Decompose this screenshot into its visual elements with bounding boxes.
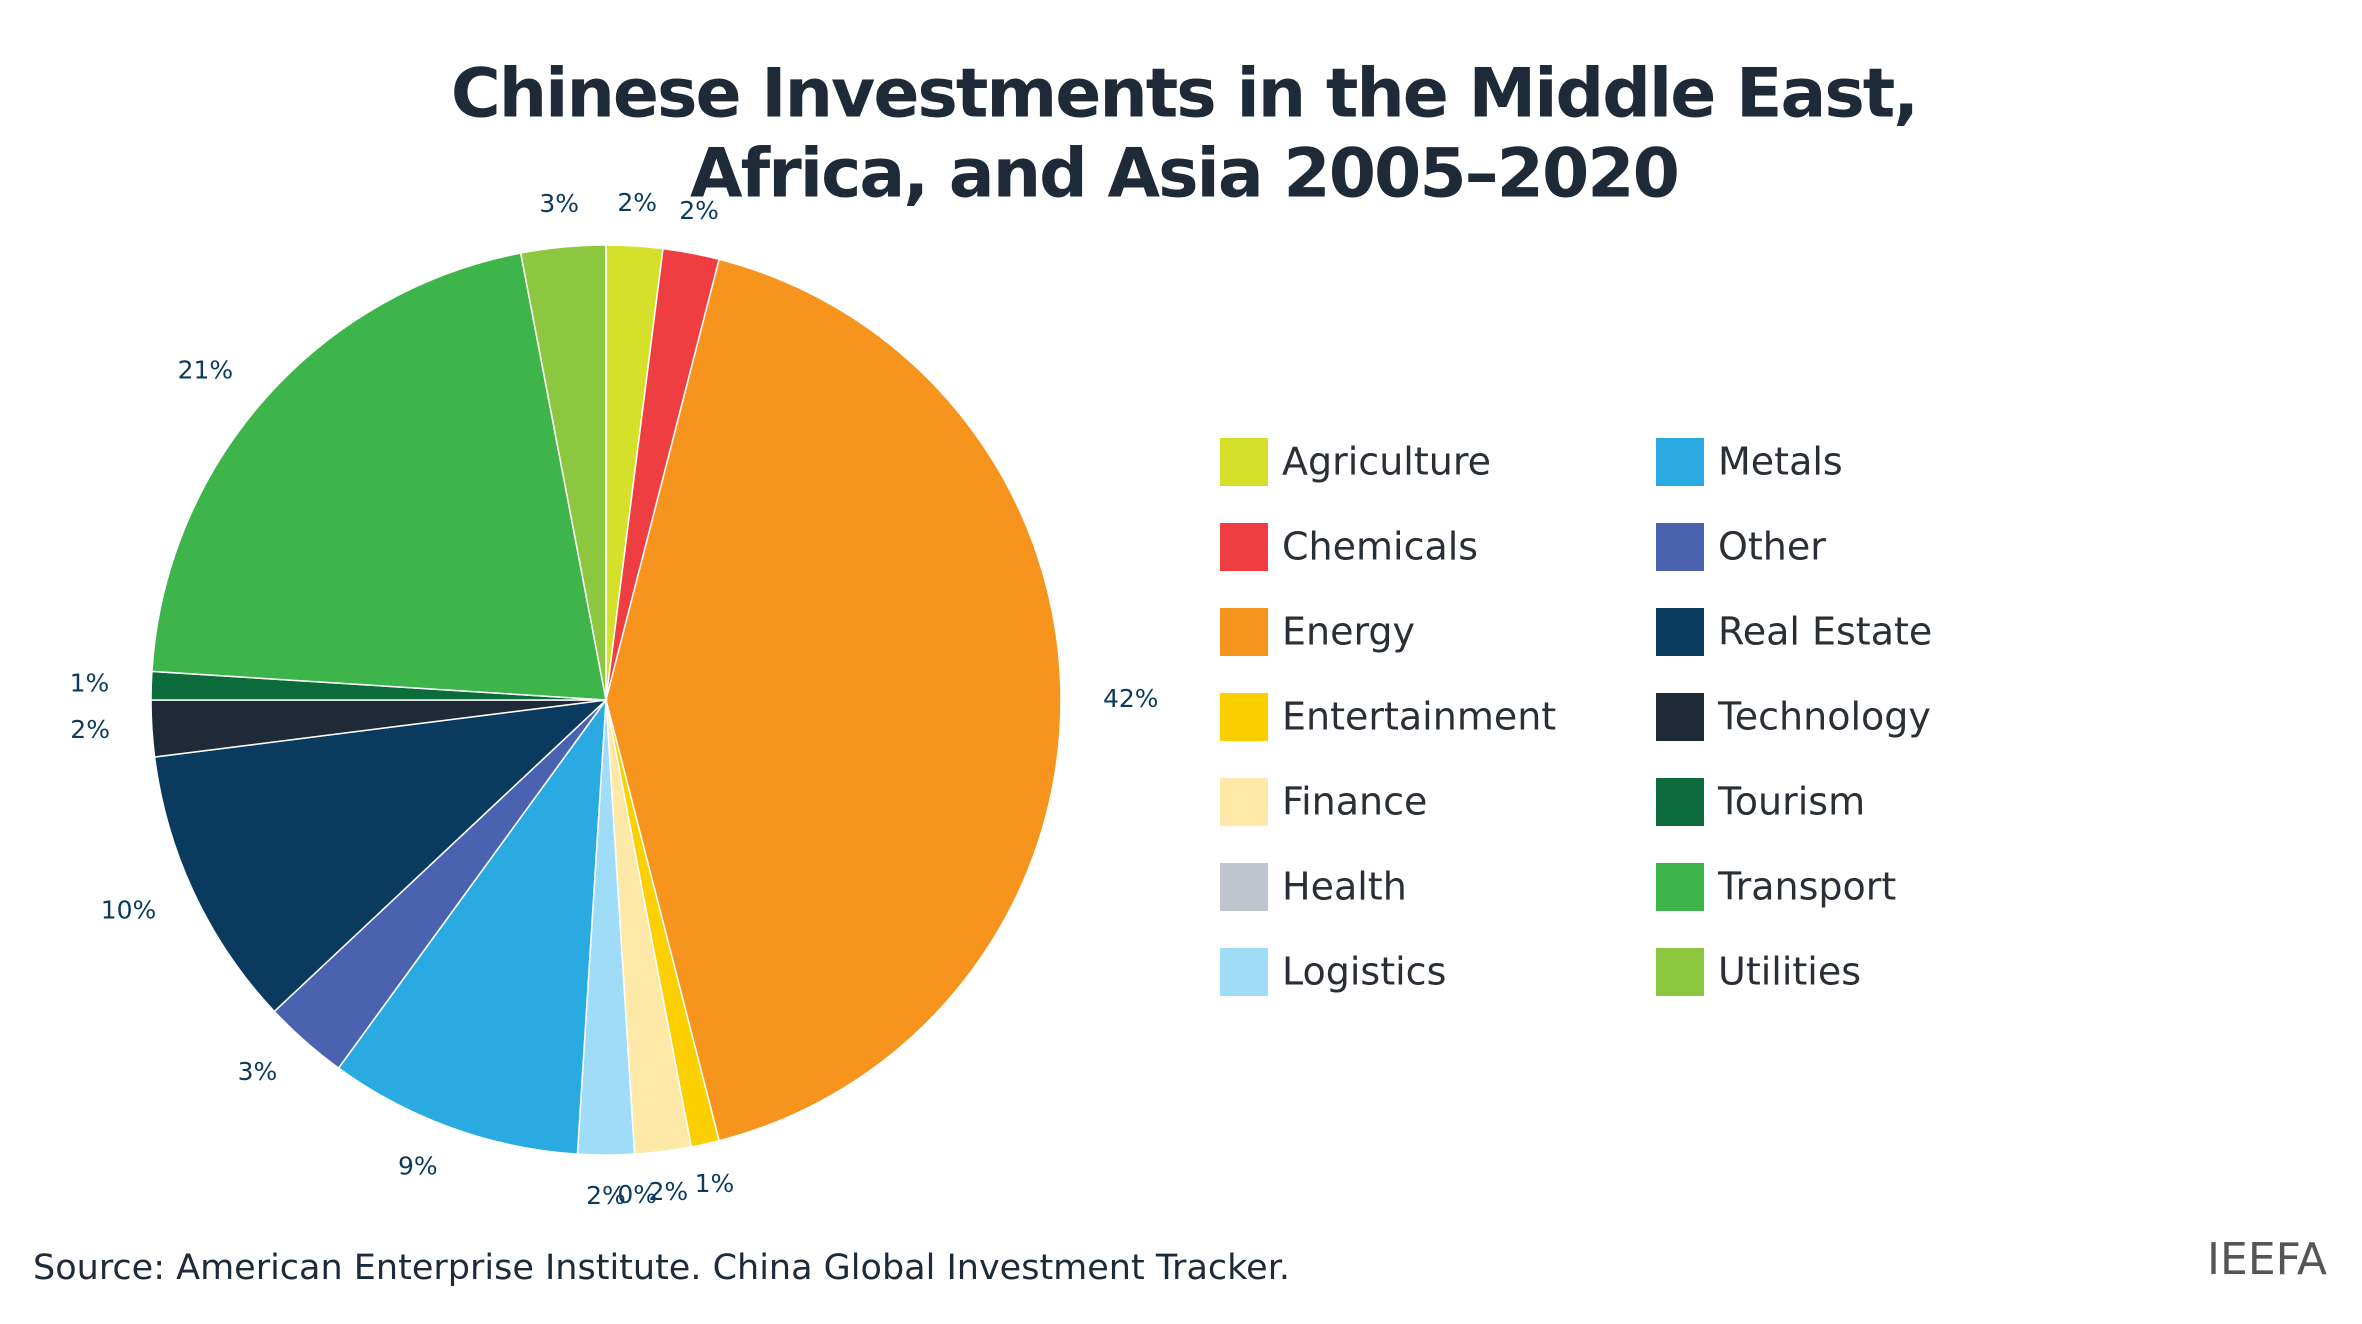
legend-label: Energy (1282, 610, 1415, 654)
value-label: 9% (398, 1152, 438, 1181)
logo: IEEFA (2207, 1234, 2327, 1285)
value-label: 2% (679, 196, 719, 225)
legend-swatch (1220, 863, 1268, 911)
value-label: 2% (617, 188, 657, 217)
value-label: 42% (1103, 684, 1159, 713)
legend-label: Other (1718, 525, 1826, 569)
legend-swatch (1656, 948, 1704, 996)
legend-swatch (1220, 608, 1268, 656)
legend-swatch (1656, 778, 1704, 826)
value-label: 10% (101, 896, 157, 925)
pie-slice (151, 252, 607, 701)
legend-label: Finance (1282, 780, 1427, 824)
legend-swatch (1656, 438, 1704, 486)
legend-swatch (1220, 778, 1268, 826)
legend-swatch (1220, 693, 1268, 741)
legend-label: Utilities (1718, 950, 1861, 994)
legend-swatch (1220, 438, 1268, 486)
value-label: 2% (586, 1181, 626, 1210)
legend-swatch (1656, 608, 1704, 656)
legend-swatch (1656, 693, 1704, 741)
legend-label: Health (1282, 865, 1407, 909)
value-label: 1% (70, 668, 110, 697)
legend-label: Entertainment (1282, 695, 1556, 739)
value-label: 1% (695, 1169, 735, 1198)
value-label: 0% (617, 1180, 657, 1209)
legend-label: Metals (1718, 440, 1843, 484)
legend-label: Logistics (1282, 950, 1446, 994)
legend-swatch (1220, 523, 1268, 571)
legend-label: Chemicals (1282, 525, 1478, 569)
pie-slice (153, 698, 609, 1013)
value-label: 2% (70, 715, 110, 744)
chart-title: Africa, and Asia 2005–2020 (690, 135, 1678, 214)
value-label: 21% (178, 355, 234, 384)
legend-label: Tourism (1717, 780, 1865, 824)
value-label: 3% (539, 189, 579, 218)
value-label: 3% (238, 1057, 278, 1086)
legend-label: Technology (1717, 695, 1931, 739)
legend-label: Transport (1717, 865, 1896, 909)
pie-slice (519, 244, 607, 701)
chart-title: Chinese Investments in the Middle East, (451, 55, 1917, 134)
legend-swatch (1220, 948, 1268, 996)
source-note: Source: American Enterprise Institute. C… (33, 1248, 1290, 1288)
legend-label: Real Estate (1718, 610, 1932, 654)
legend-label: Agriculture (1282, 440, 1491, 484)
pie-slice (337, 697, 607, 1155)
legend-swatch (1656, 523, 1704, 571)
legend-swatch (1656, 863, 1704, 911)
pie-slice (605, 258, 1062, 1142)
value-label: 2% (648, 1177, 688, 1206)
